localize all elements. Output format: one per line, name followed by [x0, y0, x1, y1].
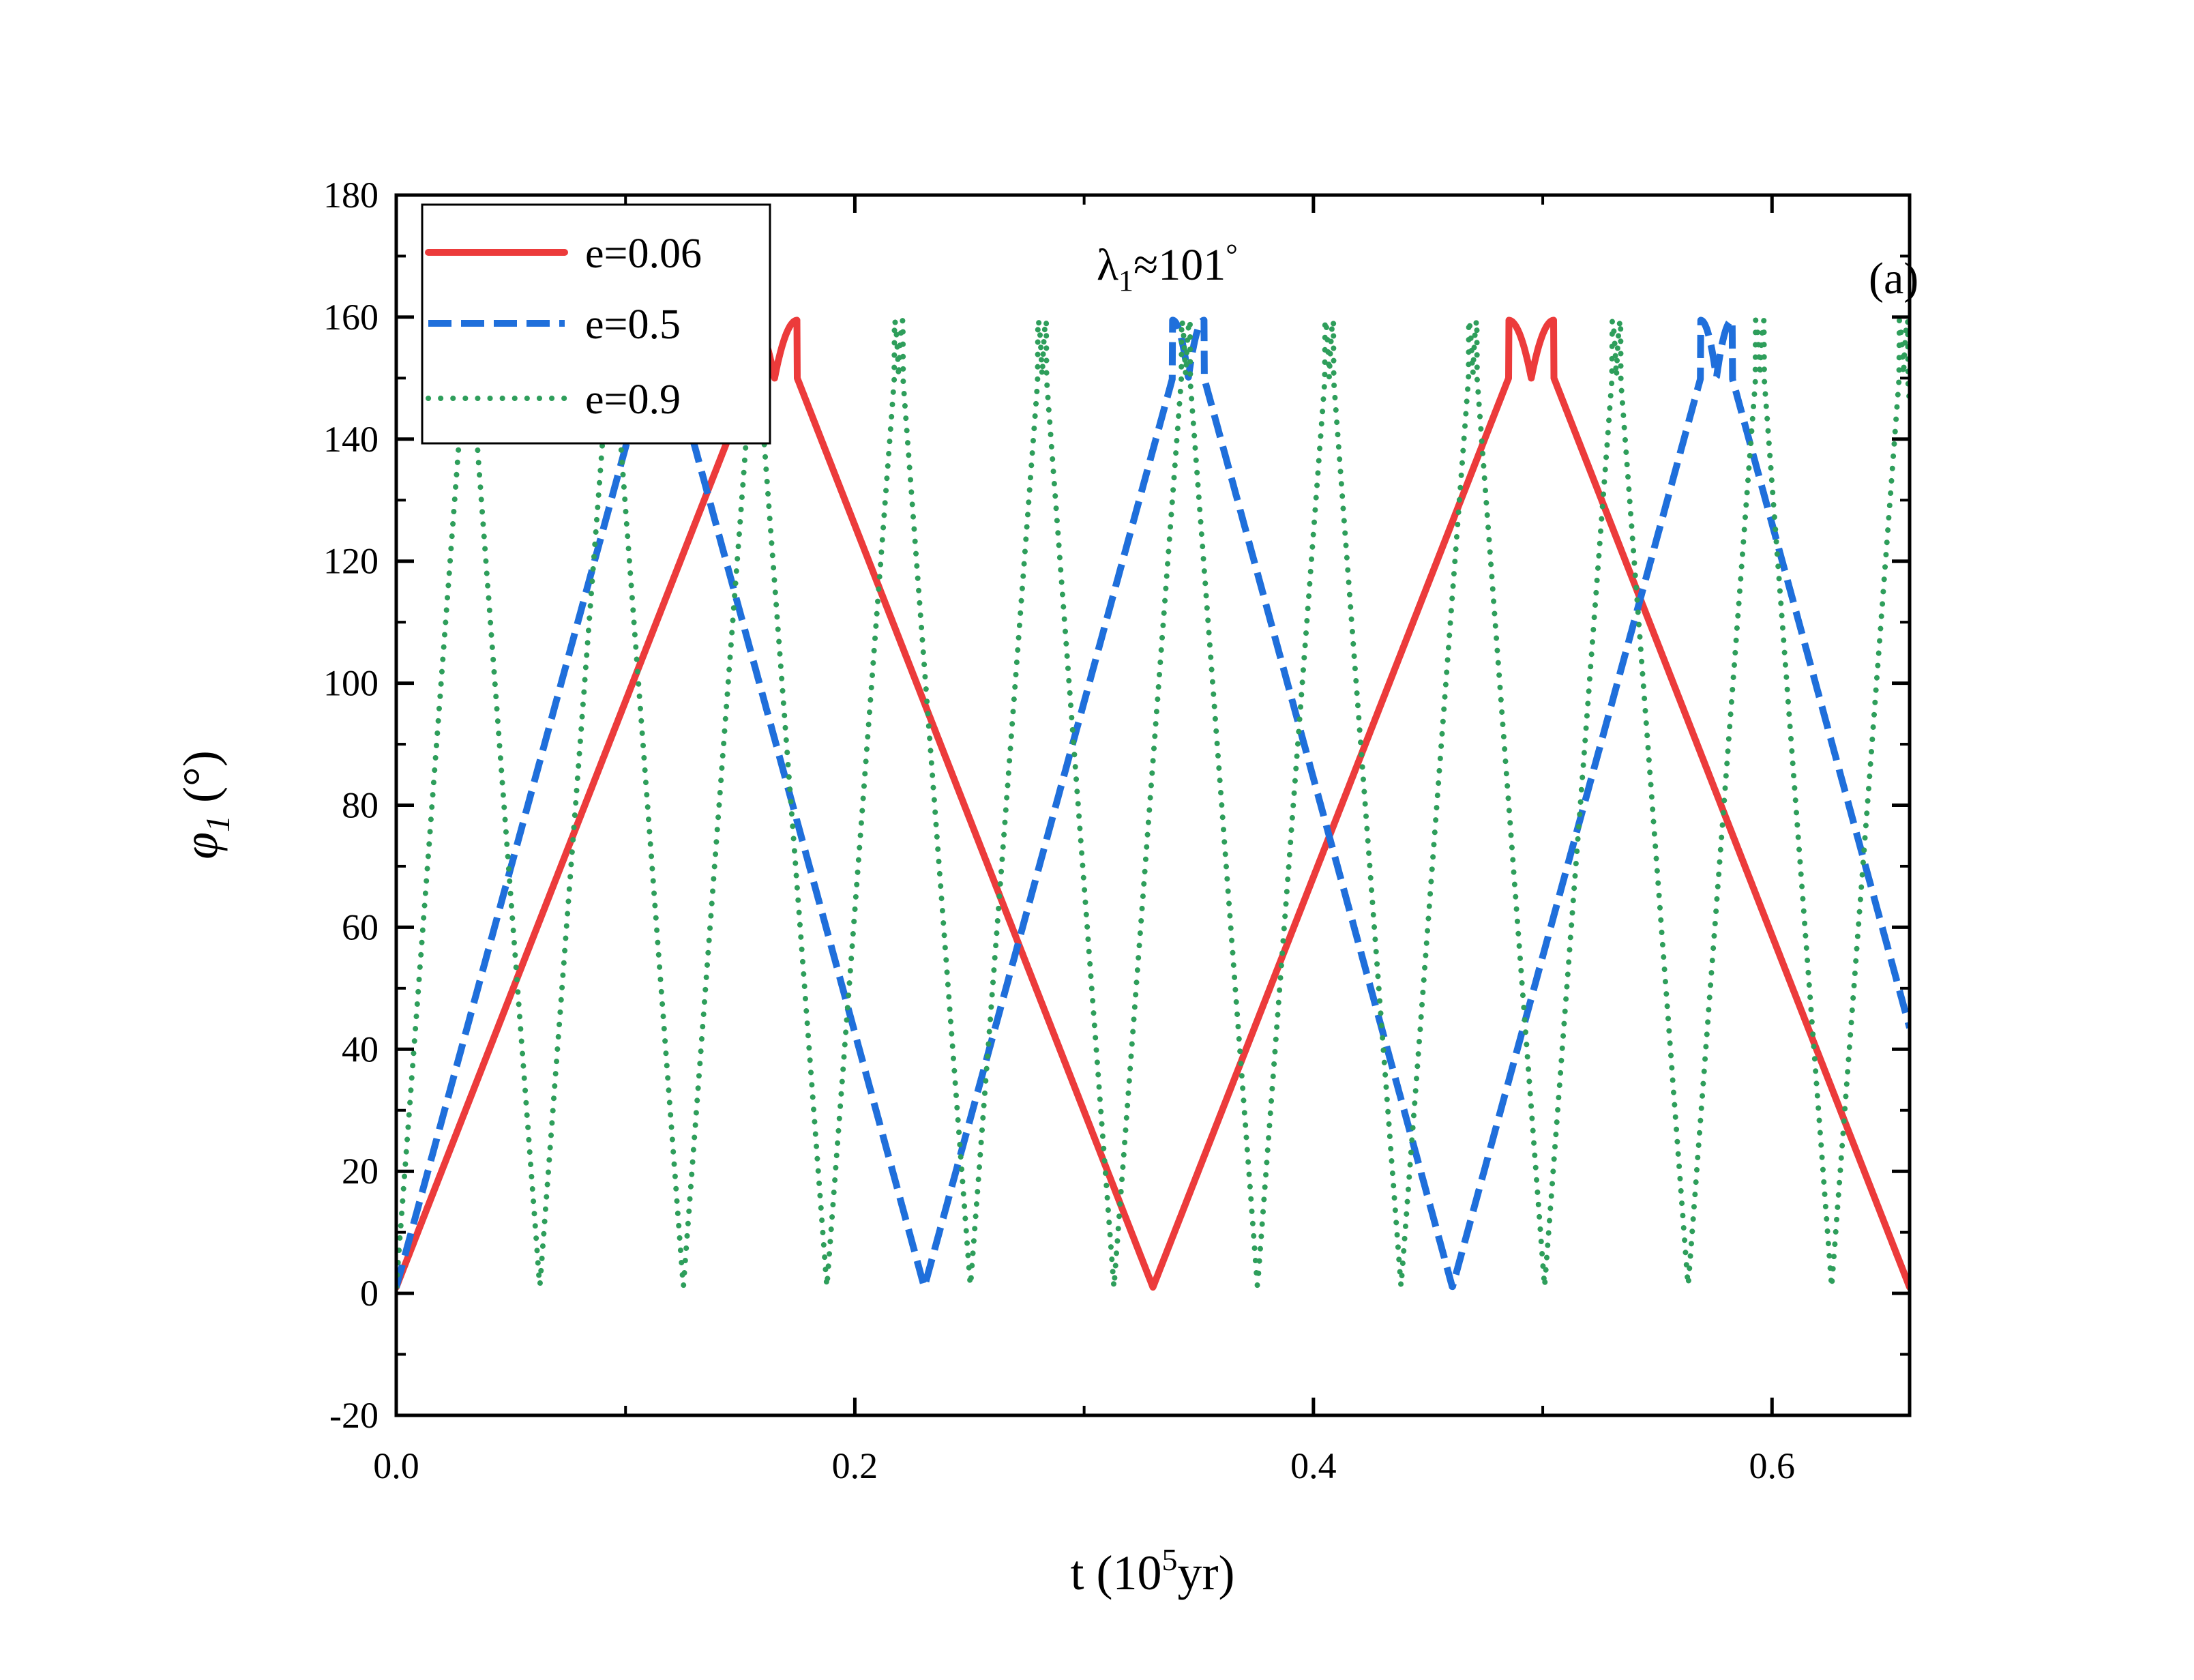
lambda-annotation: λ1≈101° [1097, 238, 1238, 297]
series-layer [396, 316, 1910, 1291]
x-tick-label: 0.0 [373, 1445, 419, 1486]
x-tick-label: 0.4 [1290, 1445, 1337, 1486]
y-tick-label: 40 [342, 1029, 379, 1070]
panel-label: (a) [1869, 254, 1918, 304]
y-tick-label: 180 [323, 175, 379, 216]
tick-labels-layer: 0.0 0.2 0.4 0.6 -20 0 20 40 60 80 100 120 140 160 180 [323, 175, 1795, 1486]
series-e09-line [396, 317, 1910, 1291]
y-tick-label: 60 [342, 907, 379, 947]
legend: e=0.06 e=0.5 e=0.9 [421, 203, 771, 445]
ticks-layer [394, 193, 1910, 1417]
y-tick-label: 160 [323, 297, 379, 338]
y-tick-label: 120 [323, 541, 379, 582]
series-e05-line [396, 316, 1910, 1291]
x-axis-title: t (105yr) [1071, 1542, 1235, 1600]
y-tick-label: 20 [342, 1151, 379, 1192]
legend-label-e006: e=0.06 [585, 231, 702, 277]
y-tick-label: 140 [323, 419, 379, 460]
x-tick-label: 0.6 [1749, 1445, 1796, 1486]
legend-label-e09: e=0.9 [585, 377, 681, 423]
y-tick-label: 100 [323, 663, 379, 704]
y-axis-title: φ1 (°) [173, 750, 237, 859]
y-tick-label: 80 [342, 785, 379, 826]
series-e006-line [396, 316, 1910, 1291]
legend-label-e05: e=0.5 [585, 301, 681, 348]
x-tick-label: 0.2 [832, 1445, 878, 1486]
y-tick-label: 0 [360, 1273, 379, 1314]
y-tick-label: -20 [329, 1395, 379, 1436]
